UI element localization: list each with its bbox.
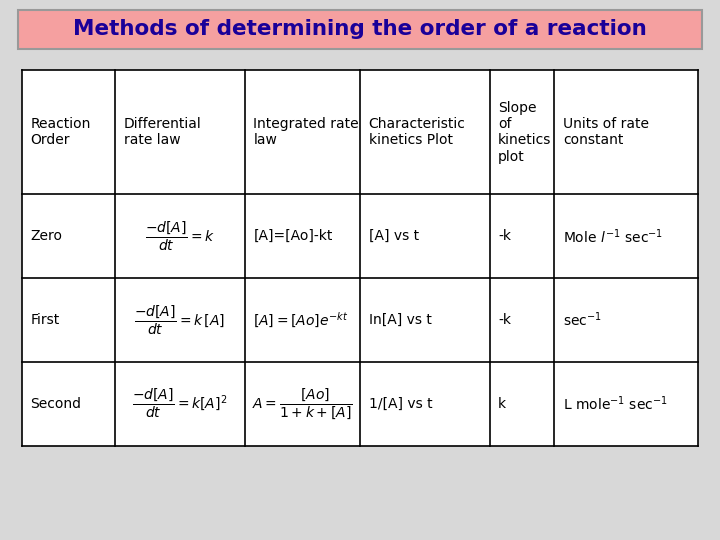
Text: -k: -k xyxy=(498,230,511,243)
Text: Slope
of
kinetics
plot: Slope of kinetics plot xyxy=(498,101,552,164)
Text: Zero: Zero xyxy=(30,230,62,243)
Text: Units of rate
constant: Units of rate constant xyxy=(563,117,649,147)
Bar xyxy=(22,70,698,445)
Text: sec$^{-1}$: sec$^{-1}$ xyxy=(563,310,602,329)
Text: Methods of determining the order of a reaction: Methods of determining the order of a re… xyxy=(73,19,647,39)
Text: Reaction
Order: Reaction Order xyxy=(30,117,91,147)
Text: [A] vs t: [A] vs t xyxy=(369,230,419,243)
Text: $\dfrac{-d[A]}{dt} = k[A]^2$: $\dfrac{-d[A]}{dt} = k[A]^2$ xyxy=(132,387,228,420)
Text: k: k xyxy=(498,397,506,410)
Text: Mole $l^{-1}$ sec$^{-1}$: Mole $l^{-1}$ sec$^{-1}$ xyxy=(563,227,663,246)
Text: Characteristic
kinetics Plot: Characteristic kinetics Plot xyxy=(369,117,466,147)
Text: $\dfrac{-d[A]}{dt} = k\,[A]$: $\dfrac{-d[A]}{dt} = k\,[A]$ xyxy=(135,303,225,336)
Text: 1/[A] vs t: 1/[A] vs t xyxy=(369,397,432,410)
Text: $[A]=[Ao]e^{-kt}$: $[A]=[Ao]e^{-kt}$ xyxy=(253,310,348,329)
Text: -k: -k xyxy=(498,313,511,327)
Text: Second: Second xyxy=(30,397,81,410)
Text: $\dfrac{-d[A]}{dt} = k$: $\dfrac{-d[A]}{dt} = k$ xyxy=(145,220,215,253)
Text: [A]=[Ao]-kt: [A]=[Ao]-kt xyxy=(253,230,333,243)
Bar xyxy=(18,10,702,49)
Text: $A = \dfrac{[Ao]}{1+k+[A]}$: $A = \dfrac{[Ao]}{1+k+[A]}$ xyxy=(252,386,353,421)
Text: L mole$^{-1}$ sec$^{-1}$: L mole$^{-1}$ sec$^{-1}$ xyxy=(563,394,667,413)
Text: Integrated rate
law: Integrated rate law xyxy=(253,117,359,147)
Text: In[A] vs t: In[A] vs t xyxy=(369,313,431,327)
Text: Differential
rate law: Differential rate law xyxy=(124,117,202,147)
Text: First: First xyxy=(30,313,60,327)
